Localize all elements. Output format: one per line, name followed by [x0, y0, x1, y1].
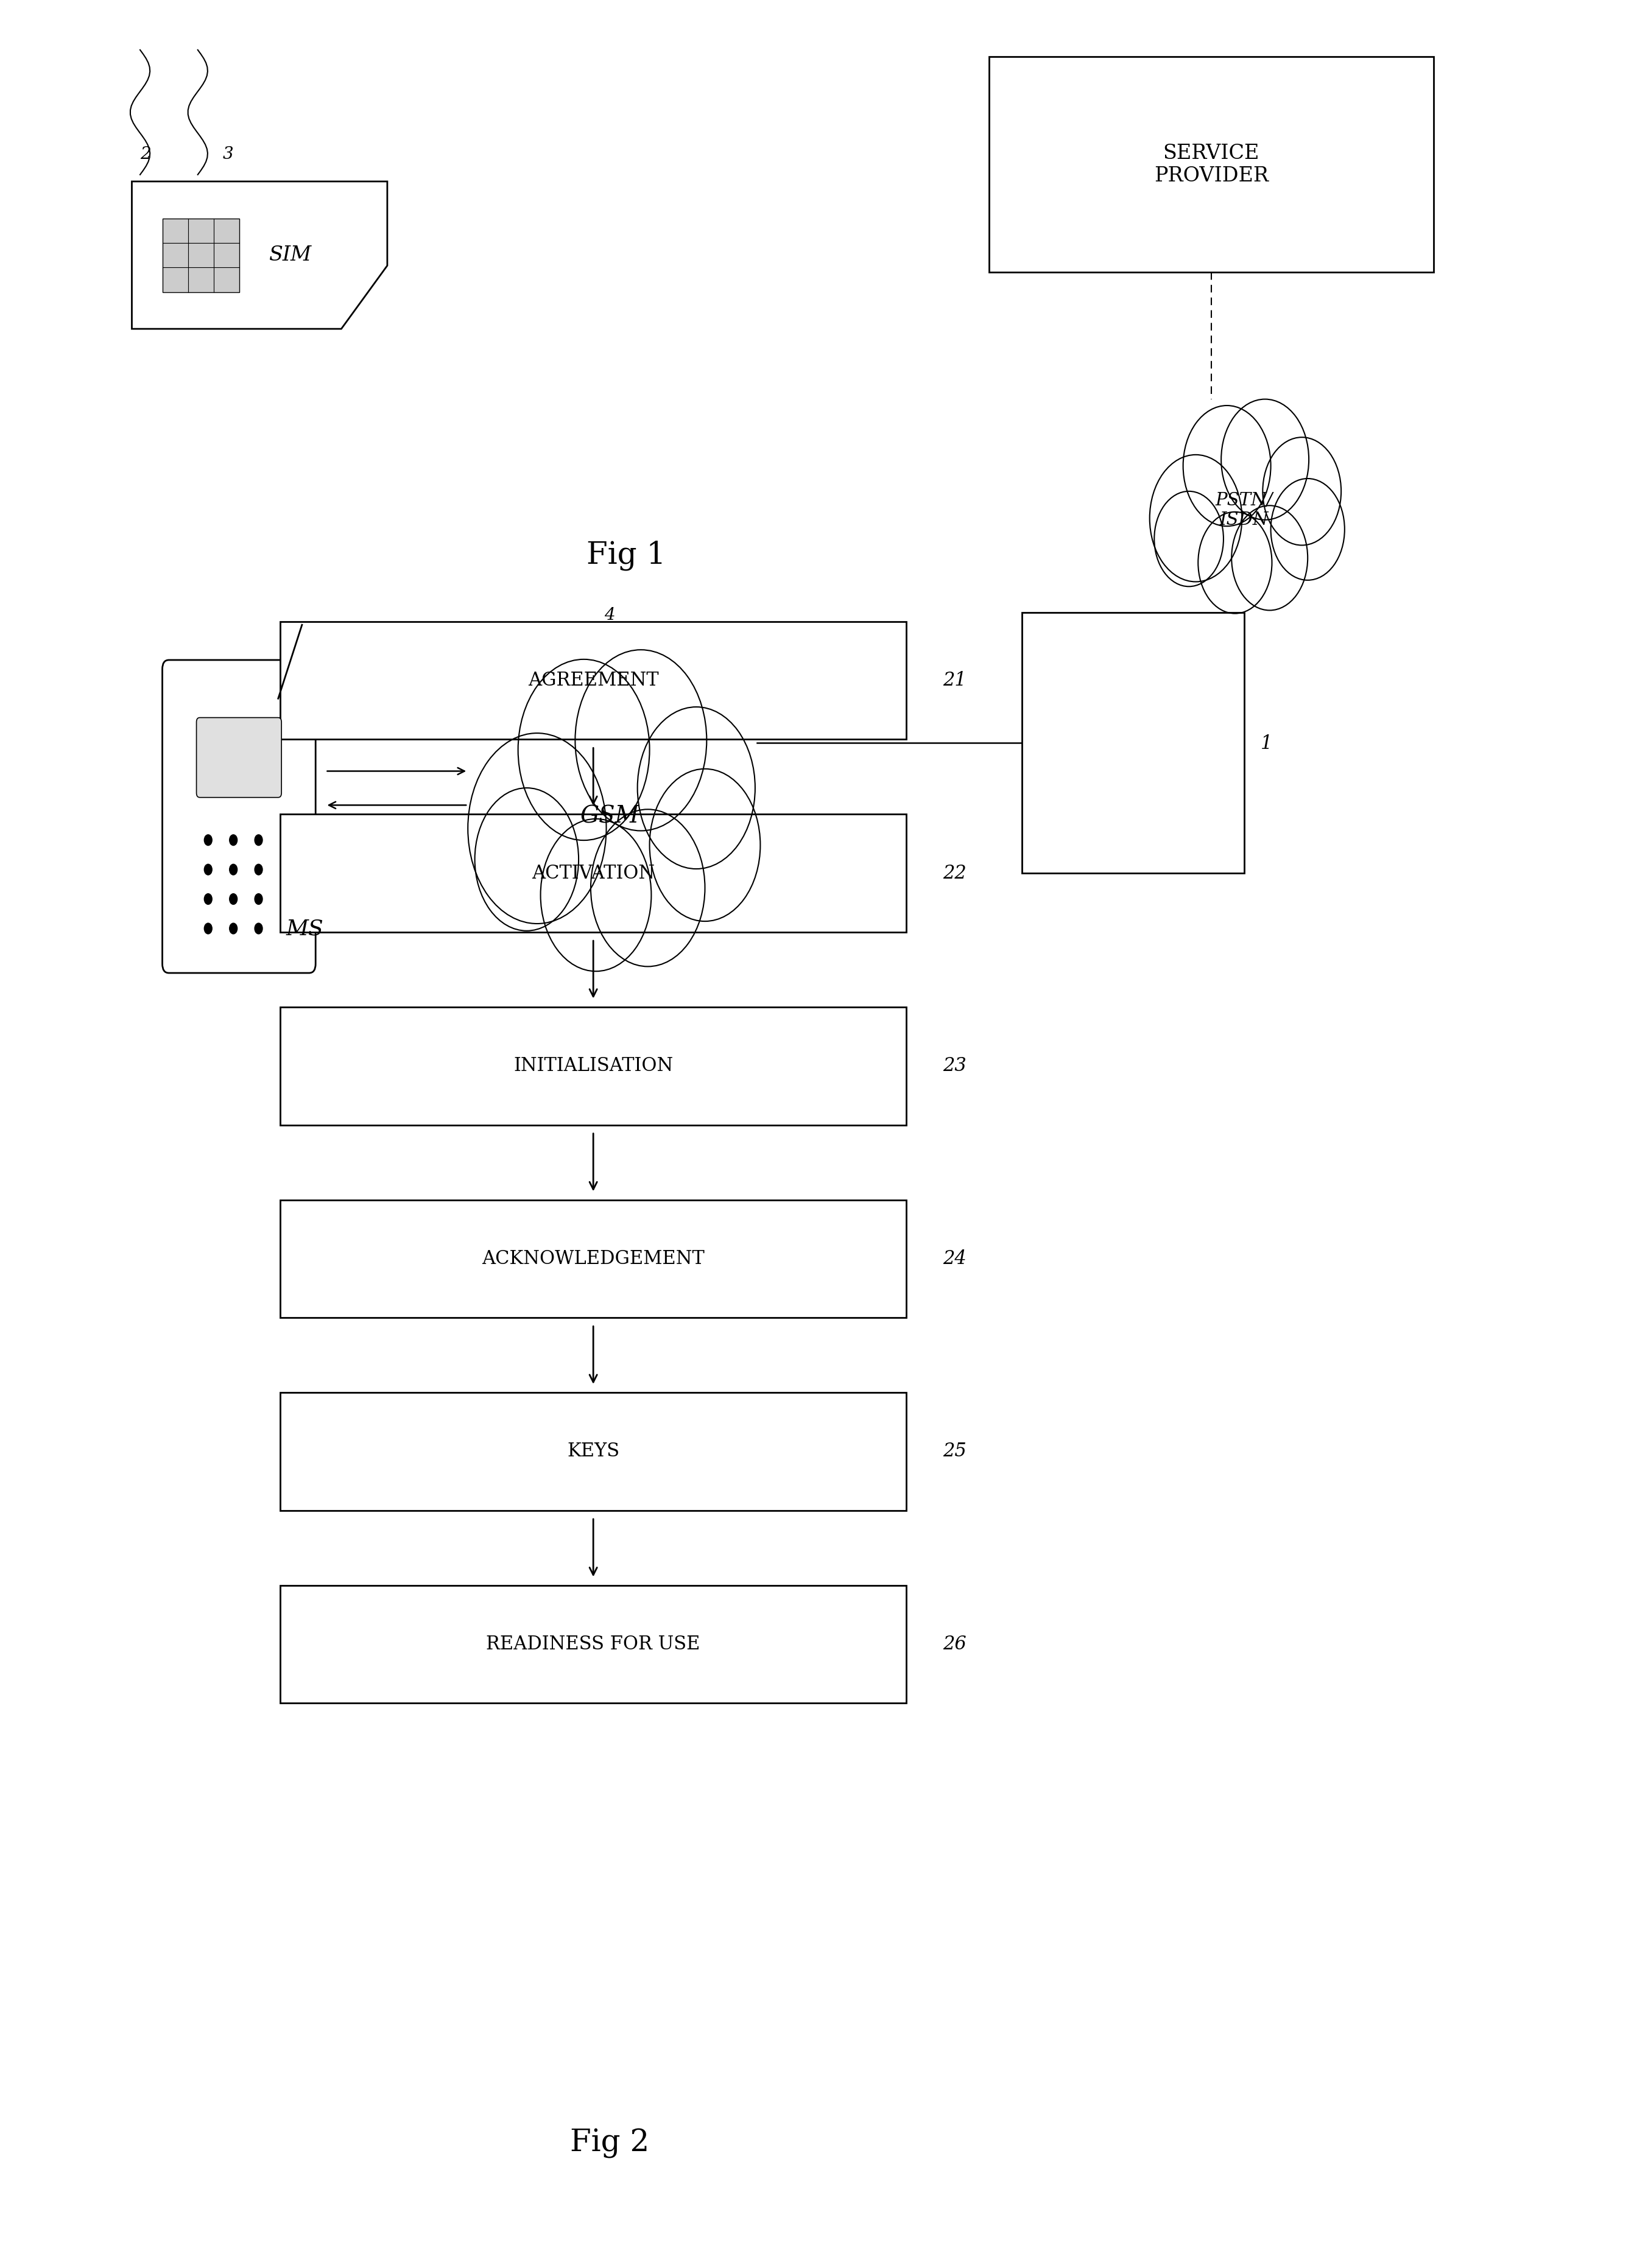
Circle shape	[1198, 513, 1272, 615]
Circle shape	[1183, 406, 1271, 526]
Text: SERVICE
PROVIDER: SERVICE PROVIDER	[1154, 143, 1269, 186]
Text: PSTN/
ISDN: PSTN/ ISDN	[1216, 492, 1272, 528]
FancyBboxPatch shape	[280, 621, 906, 739]
Circle shape	[204, 864, 213, 875]
Circle shape	[1154, 492, 1223, 587]
Text: Fig 1: Fig 1	[587, 540, 666, 572]
Circle shape	[649, 769, 760, 921]
Circle shape	[229, 864, 237, 875]
Circle shape	[255, 894, 262, 905]
Circle shape	[255, 835, 262, 846]
Circle shape	[255, 923, 262, 934]
FancyBboxPatch shape	[163, 218, 239, 293]
Text: KEYS: KEYS	[567, 1442, 620, 1461]
Text: SIM: SIM	[269, 245, 311, 265]
Circle shape	[1271, 479, 1345, 581]
Circle shape	[1221, 399, 1309, 519]
Circle shape	[468, 733, 606, 923]
Text: READINESS FOR USE: READINESS FOR USE	[486, 1635, 700, 1653]
Circle shape	[229, 894, 237, 905]
Circle shape	[1231, 506, 1309, 610]
Text: 4: 4	[605, 608, 615, 624]
Circle shape	[229, 835, 237, 846]
FancyBboxPatch shape	[280, 1007, 906, 1125]
Circle shape	[255, 864, 262, 875]
Circle shape	[204, 835, 213, 846]
Text: 1: 1	[1261, 735, 1272, 753]
FancyBboxPatch shape	[280, 1200, 906, 1318]
Text: 3: 3	[222, 145, 234, 163]
Circle shape	[517, 660, 649, 841]
Text: ACKNOWLEDGEMENT: ACKNOWLEDGEMENT	[481, 1250, 705, 1268]
Circle shape	[590, 810, 705, 966]
FancyBboxPatch shape	[1022, 612, 1244, 873]
Text: 24: 24	[943, 1250, 966, 1268]
Circle shape	[541, 819, 651, 971]
Circle shape	[229, 923, 237, 934]
Text: 25: 25	[943, 1442, 966, 1461]
Circle shape	[638, 708, 755, 869]
Text: INITIALISATION: INITIALISATION	[514, 1057, 672, 1075]
Circle shape	[204, 923, 213, 934]
FancyBboxPatch shape	[196, 717, 282, 798]
Text: 22: 22	[943, 864, 966, 882]
FancyBboxPatch shape	[280, 1393, 906, 1510]
FancyBboxPatch shape	[280, 1585, 906, 1703]
Text: GSM: GSM	[580, 805, 639, 828]
Circle shape	[475, 787, 578, 930]
Text: 23: 23	[943, 1057, 966, 1075]
Text: 21: 21	[943, 671, 966, 689]
Text: AGREEMENT: AGREEMENT	[527, 671, 659, 689]
Text: ACTIVATION: ACTIVATION	[532, 864, 654, 882]
Text: Fig 2: Fig 2	[570, 2127, 649, 2159]
FancyBboxPatch shape	[989, 57, 1434, 272]
FancyBboxPatch shape	[162, 660, 315, 973]
Circle shape	[1262, 438, 1341, 544]
Polygon shape	[132, 181, 387, 329]
Circle shape	[575, 651, 707, 830]
Circle shape	[1150, 454, 1243, 583]
FancyBboxPatch shape	[280, 814, 906, 932]
Text: 26: 26	[943, 1635, 966, 1653]
Circle shape	[204, 894, 213, 905]
Text: 2: 2	[140, 145, 152, 163]
Text: MS: MS	[287, 919, 323, 939]
